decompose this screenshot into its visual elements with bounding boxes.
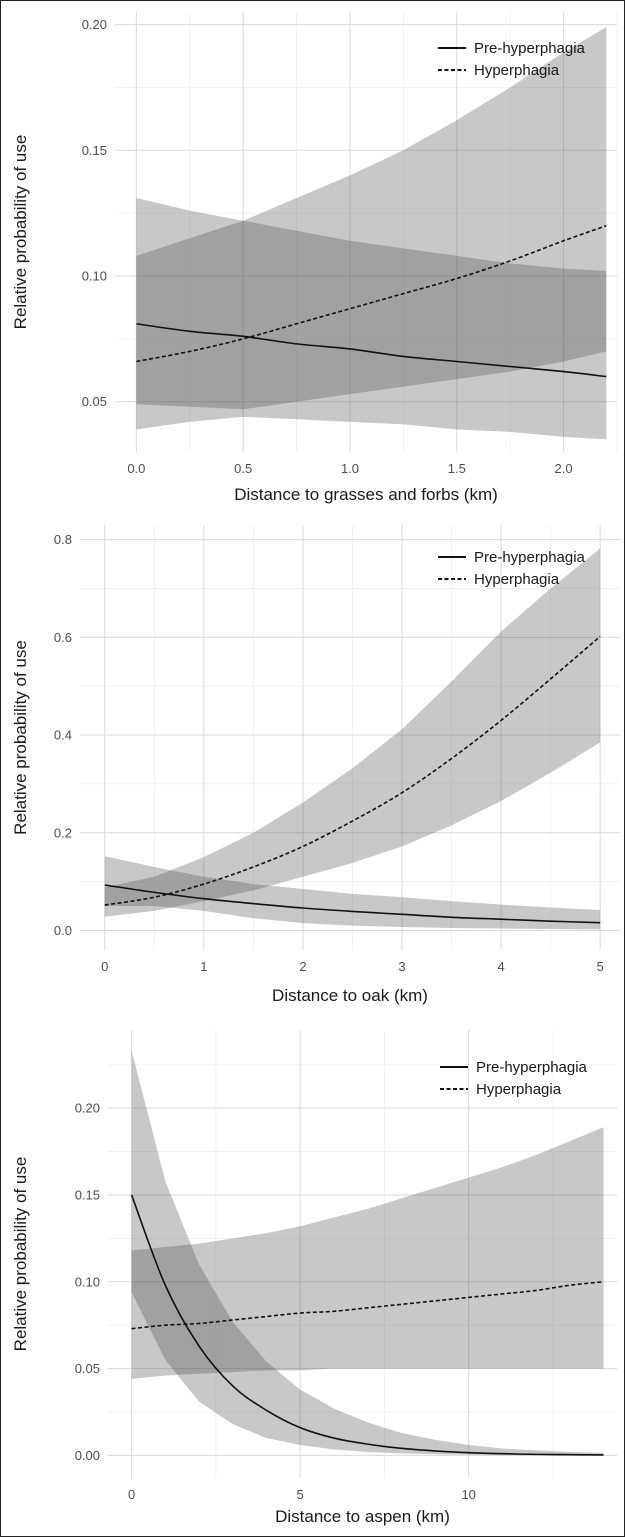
x-tick-label: 0 — [101, 959, 108, 974]
x-tick-label: 5 — [297, 1487, 304, 1502]
y-tick-label: 0.10 — [82, 269, 107, 284]
x-tick-label: 3 — [398, 959, 405, 974]
y-tick-label: 0.05 — [75, 1361, 100, 1376]
confidence-band-hyperphagia — [131, 1127, 604, 1380]
legend-label-hyperphagia: Hyperphagia — [474, 62, 560, 79]
gridlines — [115, 12, 618, 452]
y-tick-label: 0.8 — [54, 532, 72, 547]
legend-label-hyperphagia: Hyperphagia — [476, 1081, 562, 1098]
series-line-pre-hyperphagia — [130, 1194, 604, 1456]
y-tick-label: 0.6 — [54, 630, 72, 645]
legend-label-hyperphagia: Hyperphagia — [474, 571, 560, 588]
x-tick-label: 0.0 — [127, 461, 145, 476]
y-tick-label: 0.4 — [54, 728, 72, 743]
confidence-band-pre-hyperphagia — [104, 856, 601, 930]
chart-panel-2: 0 1 2 3 4 5 0.0 0.2 0.4 0.6 0.8 Distance to oak (km… — [11, 525, 620, 1005]
x-tick-label: 1 — [200, 959, 207, 974]
legend-label-pre-hyperphagia: Pre-hyperphagia — [476, 1059, 588, 1076]
x-tick-label: 10 — [461, 1487, 475, 1502]
y-tick-label: 0.05 — [82, 394, 107, 409]
confidence-band-pre-hyperphagia — [136, 198, 607, 410]
series-line-pre-hyperphagia — [136, 322, 607, 378]
y-tick-label: 0.2 — [54, 825, 72, 840]
y-axis-title: Relative probability of use — [11, 135, 30, 330]
y-tick-label: 0.10 — [75, 1274, 100, 1289]
x-tick-label: 1.5 — [448, 461, 466, 476]
x-tick-label: 4 — [497, 959, 504, 974]
confidence-band-pre-hyperphagia — [131, 1050, 604, 1456]
confidence-band-hyperphagia — [104, 548, 601, 917]
legend: Pre-hyperphagia Hyperphagia — [438, 549, 586, 588]
y-tick-label: 0.15 — [82, 143, 107, 158]
legend: Pre-hyperphagia Hyperphagia — [438, 40, 586, 79]
x-tick-label: 0 — [128, 1487, 135, 1502]
gridlines — [80, 525, 620, 950]
y-axis-title: Relative probability of use — [11, 640, 30, 835]
legend-label-pre-hyperphagia: Pre-hyperphagia — [474, 40, 586, 57]
x-axis-title: Distance to grasses and forbs (km) — [234, 485, 498, 504]
series-line-pre-hyperphagia — [104, 884, 601, 924]
legend-label-pre-hyperphagia: Pre-hyperphagia — [474, 549, 586, 566]
x-tick-label: 0.5 — [234, 461, 252, 476]
x-tick-label: 2 — [299, 959, 306, 974]
y-tick-label: 0.00 — [75, 1448, 100, 1463]
y-tick-label: 0.0 — [54, 923, 72, 938]
y-axis-title: Relative probability of use — [11, 1157, 30, 1352]
series-line-hyperphagia — [104, 635, 601, 906]
x-axis-title: Distance to aspen (km) — [275, 1507, 450, 1526]
chart-panel-3: 0 5 10 0.00 0.05 0.10 0.15 0.20 Distance to aspe… — [11, 1030, 617, 1526]
y-tick-label: 0.20 — [82, 17, 107, 32]
chart-panel-1: 0.0 0.5 1.0 1.5 2.0 0.05 0.10 0.15 0.20 Distance … — [11, 12, 618, 504]
y-tick-label: 0.15 — [75, 1187, 100, 1202]
series-line-hyperphagia — [136, 224, 607, 363]
x-axis-title: Distance to oak (km) — [272, 986, 428, 1005]
x-tick-label: 5 — [597, 959, 604, 974]
gridlines — [108, 1030, 617, 1478]
x-tick-label: 1.0 — [341, 461, 359, 476]
series-line-hyperphagia — [131, 1280, 604, 1330]
y-tick-label: 0.20 — [75, 1101, 100, 1116]
x-tick-label: 2.0 — [555, 461, 573, 476]
legend: Pre-hyperphagia Hyperphagia — [440, 1059, 588, 1098]
